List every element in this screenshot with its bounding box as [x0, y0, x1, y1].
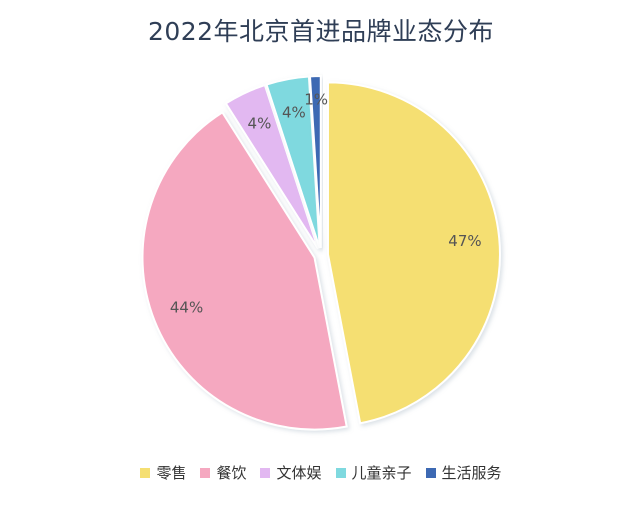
slice-label-3: 4% [248, 115, 272, 133]
pie-slice-3 [224, 83, 319, 250]
chart-title: 2022年北京首进品牌业态分布 [147, 17, 495, 46]
pie-slice-4 [265, 75, 321, 249]
pie-slice-1 [326, 81, 501, 425]
legend-item-5: 生活服务 [425, 462, 502, 483]
legend-item-3: 文体娱 [260, 462, 322, 483]
legend-swatch [140, 467, 151, 478]
legend-swatch [425, 467, 436, 478]
legend: 零售 餐饮 文体娱 儿童亲子 生活服务 [0, 462, 642, 483]
slice-label-4: 4% [282, 103, 306, 121]
legend-swatch [200, 467, 211, 478]
legend-label: 生活服务 [441, 464, 502, 482]
legend-item-1: 零售 [140, 462, 186, 483]
pie-slice-5 [308, 75, 322, 249]
slice-label-2: 44% [170, 299, 203, 317]
legend-label: 儿童亲子 [351, 464, 412, 482]
legend-item-2: 餐饮 [200, 462, 246, 483]
legend-label: 零售 [156, 464, 187, 482]
legend-label: 餐饮 [216, 464, 247, 482]
slice-label-5: 1% [304, 91, 328, 109]
legend-item-4: 儿童亲子 [335, 462, 412, 483]
pie-slice-2 [141, 110, 348, 431]
legend-label: 文体娱 [276, 464, 322, 482]
legend-swatch [335, 467, 346, 478]
legend-swatch [260, 467, 271, 478]
slice-label-1: 47% [448, 232, 481, 250]
